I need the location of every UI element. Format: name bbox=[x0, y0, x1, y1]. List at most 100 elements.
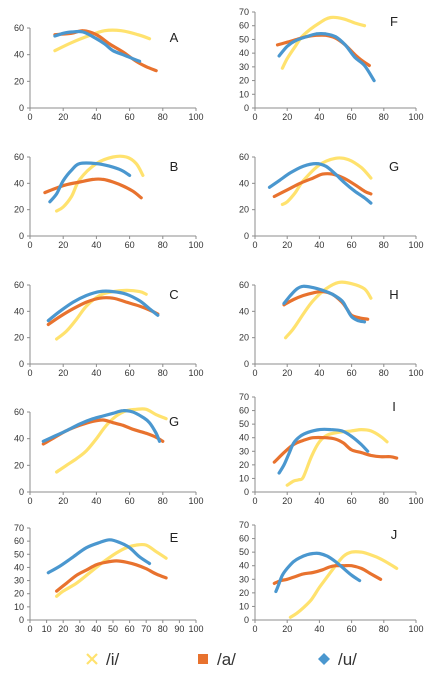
y-tick-label: 10 bbox=[14, 602, 24, 612]
panel-label: B bbox=[170, 159, 179, 174]
series-line-u bbox=[274, 551, 362, 594]
panel-label: H bbox=[389, 287, 398, 302]
chart-panel-6: 0 20 40 60 0 20 40 60 80 100 H bbox=[239, 280, 424, 378]
x-tick-label: 100 bbox=[408, 240, 423, 250]
panel-label: E bbox=[170, 530, 179, 545]
x-tick-label: 40 bbox=[91, 112, 101, 122]
series-line-a bbox=[46, 296, 160, 327]
panel-label: F bbox=[390, 14, 398, 29]
y-tick-label: 30 bbox=[239, 574, 249, 584]
x-tick-label: 60 bbox=[125, 368, 135, 378]
y-tick-label: 30 bbox=[14, 576, 24, 586]
x-tick-label: 60 bbox=[125, 496, 135, 506]
y-tick-label: 20 bbox=[239, 76, 249, 86]
chart-panel-2: 0 10 20 30 40 50 60 70 0 20 40 60 80 100 F bbox=[239, 7, 424, 122]
series-line-i bbox=[55, 407, 168, 474]
x-tick-label: 20 bbox=[58, 496, 68, 506]
x-tick-label: 80 bbox=[379, 240, 389, 250]
x-tick-label: 40 bbox=[314, 624, 324, 634]
y-tick-label: 60 bbox=[14, 23, 24, 33]
y-tick-label: 60 bbox=[239, 280, 249, 290]
y-tick-label: 70 bbox=[239, 520, 249, 530]
x-tick-label: 80 bbox=[158, 240, 168, 250]
series-line-u bbox=[46, 538, 152, 575]
y-tick-label: 20 bbox=[239, 205, 249, 215]
series-line-u bbox=[53, 29, 142, 63]
x-tick-label: 60 bbox=[125, 624, 135, 634]
x-tick-label: 100 bbox=[408, 368, 423, 378]
x-tick-label: 90 bbox=[174, 624, 184, 634]
series-line-i bbox=[55, 288, 148, 341]
y-tick-label: 20 bbox=[14, 460, 24, 470]
y-tick-label: 50 bbox=[239, 34, 249, 44]
series-line-i bbox=[53, 28, 152, 53]
legend-label: /a/ bbox=[217, 650, 236, 669]
x-tick-label: 40 bbox=[91, 624, 101, 634]
x-tick-label: 60 bbox=[347, 368, 357, 378]
x-tick-label: 40 bbox=[91, 240, 101, 250]
x-tick-label: 100 bbox=[188, 624, 203, 634]
x-tick-label: 80 bbox=[158, 624, 168, 634]
panel-label: G bbox=[389, 159, 399, 174]
y-tick-label: 10 bbox=[239, 473, 249, 483]
x-tick-label: 80 bbox=[158, 112, 168, 122]
x-tick-label: 100 bbox=[408, 624, 423, 634]
series-line-u bbox=[46, 289, 160, 323]
x-tick-label: 80 bbox=[158, 496, 168, 506]
series-line-u bbox=[277, 427, 370, 475]
chart-panel-1: 0 20 40 60 0 20 40 60 80 100 A bbox=[14, 23, 204, 122]
y-tick-label: 0 bbox=[244, 103, 249, 113]
y-tick-label: 0 bbox=[244, 231, 249, 241]
series-line-u bbox=[267, 162, 373, 205]
x-tick-label: 0 bbox=[27, 496, 32, 506]
y-tick-label: 20 bbox=[239, 588, 249, 598]
y-tick-label: 40 bbox=[14, 562, 24, 572]
x-tick-label: 80 bbox=[379, 368, 389, 378]
y-tick-label: 40 bbox=[239, 48, 249, 58]
y-tick-label: 40 bbox=[239, 433, 249, 443]
y-tick-label: 70 bbox=[239, 392, 249, 402]
y-tick-label: 20 bbox=[239, 460, 249, 470]
y-tick-label: 30 bbox=[239, 446, 249, 456]
x-tick-label: 20 bbox=[282, 496, 292, 506]
panel-label: C bbox=[169, 287, 178, 302]
x-tick-label: 40 bbox=[314, 112, 324, 122]
x-tick-label: 0 bbox=[27, 368, 32, 378]
panel-label: A bbox=[170, 30, 179, 45]
x-tick-label: 100 bbox=[188, 112, 203, 122]
x-tick-label: 40 bbox=[91, 368, 101, 378]
x-tick-label: 40 bbox=[314, 240, 324, 250]
chart-panel-9: 0 10 20 30 40 50 60 70 0 10 20 30 40 50 60 70 80 90 100 E bbox=[14, 523, 204, 634]
x-tick-label: 0 bbox=[252, 240, 257, 250]
y-tick-label: 60 bbox=[239, 152, 249, 162]
series-line-u bbox=[41, 409, 162, 443]
y-tick-label: 10 bbox=[239, 601, 249, 611]
y-tick-label: 60 bbox=[14, 407, 24, 417]
x-tick-label: 80 bbox=[158, 368, 168, 378]
x-tick-label: 20 bbox=[282, 368, 292, 378]
y-tick-label: 30 bbox=[239, 62, 249, 72]
series-line-a bbox=[282, 289, 370, 321]
y-tick-label: 60 bbox=[14, 536, 24, 546]
x-tick-label: 20 bbox=[282, 624, 292, 634]
x-tick-label: 0 bbox=[252, 368, 257, 378]
x-tick-label: 0 bbox=[252, 624, 257, 634]
series-line-i bbox=[285, 428, 389, 487]
legend-marker-square-icon bbox=[198, 654, 208, 664]
x-tick-label: 80 bbox=[379, 112, 389, 122]
y-tick-label: 50 bbox=[239, 419, 249, 429]
y-tick-label: 50 bbox=[239, 547, 249, 557]
y-tick-label: 40 bbox=[239, 306, 249, 316]
y-tick-label: 70 bbox=[14, 523, 24, 533]
x-tick-label: 60 bbox=[125, 112, 135, 122]
legend-marker-x-icon bbox=[86, 653, 98, 665]
x-tick-label: 100 bbox=[188, 368, 203, 378]
series-line-i bbox=[288, 550, 399, 619]
series-line-a bbox=[272, 563, 383, 585]
y-tick-label: 40 bbox=[14, 434, 24, 444]
x-tick-label: 60 bbox=[125, 240, 135, 250]
y-tick-label: 60 bbox=[239, 406, 249, 416]
x-tick-label: 10 bbox=[42, 624, 52, 634]
x-tick-label: 20 bbox=[282, 112, 292, 122]
x-tick-label: 60 bbox=[347, 112, 357, 122]
